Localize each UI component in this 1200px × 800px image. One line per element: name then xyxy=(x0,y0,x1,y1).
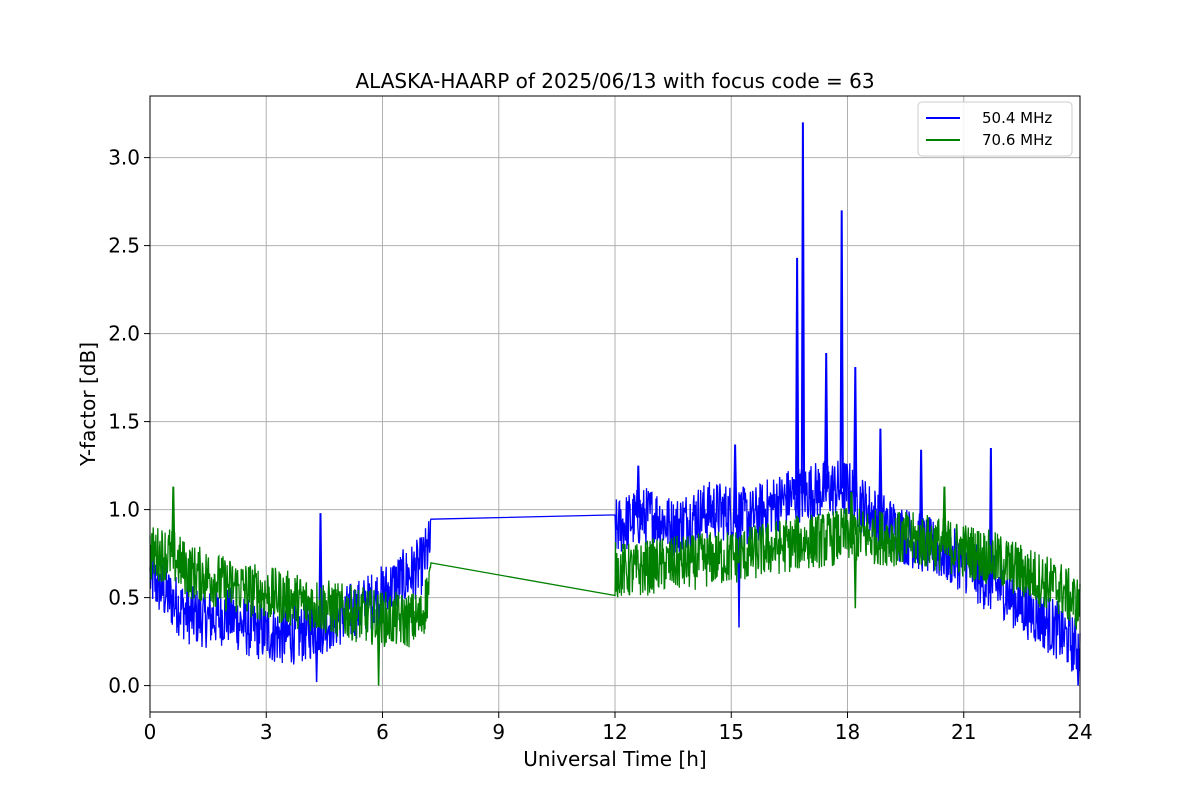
dip-point xyxy=(314,627,319,683)
spike-point xyxy=(733,444,738,515)
spike-point xyxy=(824,352,829,489)
spike-point xyxy=(849,491,854,535)
chart-title: ALASKA-HAARP of 2025/06/13 with focus co… xyxy=(355,69,874,93)
spike-point xyxy=(853,366,858,497)
dip-point xyxy=(853,534,858,609)
y-tick-label: 2.5 xyxy=(108,234,140,258)
spike-point xyxy=(839,210,844,489)
legend-label-50mhz: 50.4 MHz xyxy=(982,109,1052,127)
spike-point xyxy=(795,257,800,496)
grid xyxy=(149,96,1081,712)
x-axis-label: Universal Time [h] xyxy=(523,747,706,771)
x-tick-label: 24 xyxy=(1067,720,1092,744)
series-1 xyxy=(149,486,1081,686)
spike-point xyxy=(878,428,883,520)
x-tick-label: 21 xyxy=(951,720,976,744)
x-tick-label: 9 xyxy=(492,720,505,744)
dip-point xyxy=(1076,648,1080,686)
spike-point xyxy=(800,122,806,494)
spike-point xyxy=(988,447,993,584)
x-tick-label: 6 xyxy=(376,720,389,744)
legend: 50.4 MHz 70.6 MHz xyxy=(917,101,1073,157)
x-tick-label: 15 xyxy=(719,720,744,744)
x-tick-label: 12 xyxy=(602,720,627,744)
dip-point xyxy=(376,617,381,686)
spike-point xyxy=(171,486,176,558)
legend-label-70mhz: 70.6 MHz xyxy=(982,131,1052,149)
x-tick-label: 0 xyxy=(144,720,157,744)
spike-point xyxy=(942,486,947,545)
series-line xyxy=(149,506,1081,648)
series-layer xyxy=(149,122,1081,686)
spike-point xyxy=(636,465,641,518)
y-tick-label: 1.5 xyxy=(108,410,140,434)
y-axis-label: Y-factor [dB] xyxy=(76,342,100,467)
spike-point xyxy=(318,513,323,626)
y-tick-label: 0.5 xyxy=(108,586,140,610)
ticks: 0 3 6 9 12 15 18 21 24 0.0 0.5 1.0 1.5 2.0 2.5 3.0 xyxy=(108,146,1093,744)
legend-box xyxy=(917,101,1073,157)
y-tick-label: 3.0 xyxy=(108,146,140,170)
series-0 xyxy=(149,122,1081,686)
x-tick-label: 3 xyxy=(260,720,273,744)
y-tick-label: 1.0 xyxy=(108,498,140,522)
spike-point xyxy=(919,449,924,544)
y-tick-label: 2.0 xyxy=(108,322,140,346)
y-tick-label: 0.0 xyxy=(108,674,140,698)
x-tick-label: 18 xyxy=(835,720,860,744)
